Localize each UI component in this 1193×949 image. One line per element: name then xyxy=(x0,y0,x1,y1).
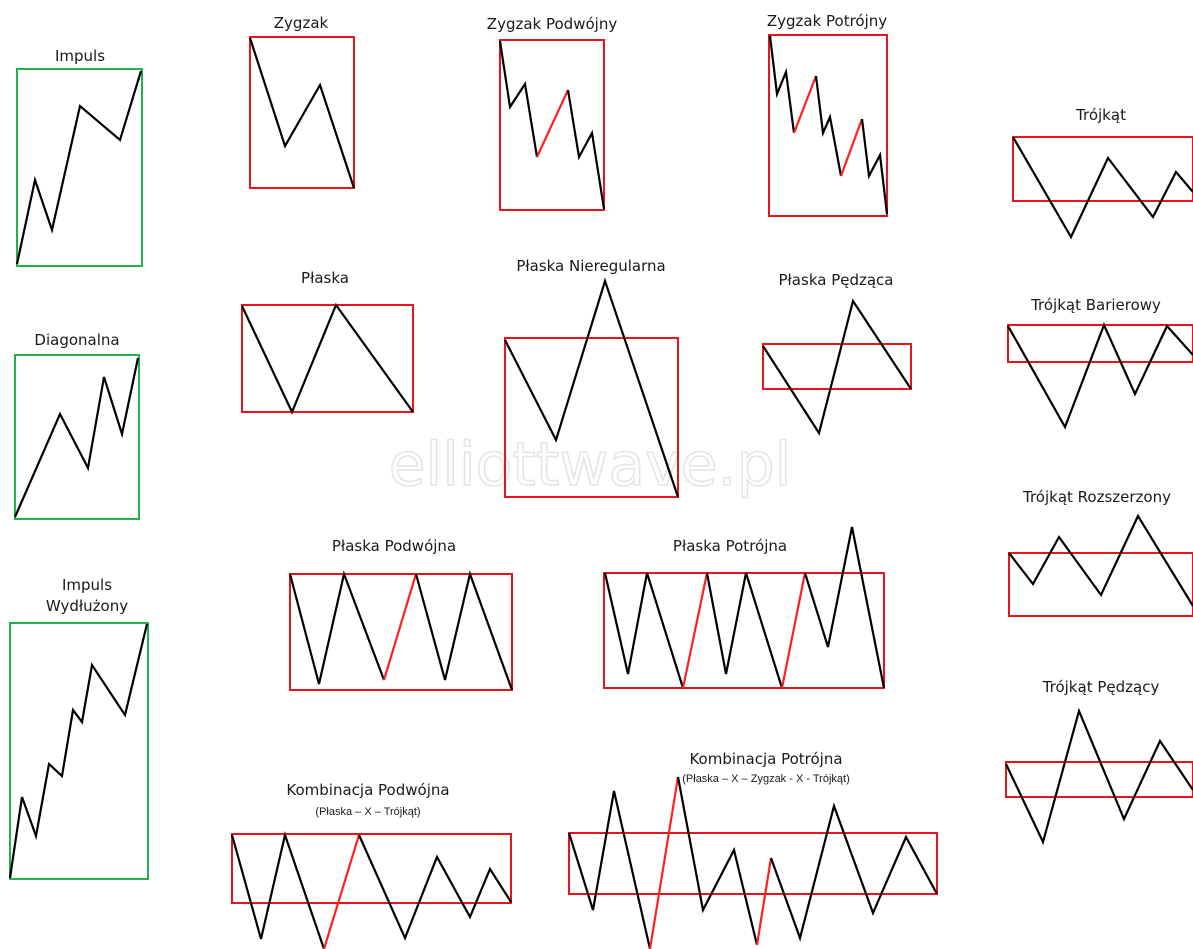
pattern-zygzak-podwojny: Zygzak Podwójny xyxy=(487,15,618,211)
pattern-impuls-wydluzony: Impuls Wydłużony xyxy=(8,576,149,880)
wave-line xyxy=(13,357,140,518)
connector-wave-x xyxy=(648,776,680,949)
wave-line xyxy=(603,572,685,689)
corrective-pattern-box xyxy=(289,573,513,691)
corrective-pattern-box xyxy=(1008,552,1193,617)
pattern-plaska-podwojna: Płaska Podwójna xyxy=(288,537,514,691)
pattern-plaska-pedzaca: Płaska Pędząca xyxy=(762,271,912,436)
motive-pattern-box xyxy=(16,68,143,267)
connector-wave-x xyxy=(755,857,773,946)
pattern-plaska-potrojna: Płaska Potrójna xyxy=(603,526,886,689)
wave-line xyxy=(288,570,386,685)
connector-wave-x xyxy=(681,572,709,689)
corrective-pattern-box xyxy=(499,39,605,211)
pattern-title: Płaska Podwójna xyxy=(332,537,456,555)
wave-line xyxy=(414,570,514,691)
wave-line xyxy=(769,802,938,942)
motive-pattern-box xyxy=(9,622,149,880)
wave-line xyxy=(230,830,326,949)
wave-line xyxy=(248,37,356,189)
pattern-zygzak-potrojny: Zygzak Potrójny xyxy=(767,12,889,217)
connector-wave-x xyxy=(780,572,807,689)
wave-line xyxy=(241,302,414,415)
connector-wave-x xyxy=(382,573,418,681)
pattern-diagonalna: Diagonalna xyxy=(13,331,140,520)
pattern-title: Diagonalna xyxy=(34,331,119,349)
wave-line xyxy=(1005,707,1193,846)
wave-line xyxy=(567,790,652,949)
wave-line xyxy=(803,526,886,689)
wave-line xyxy=(357,834,512,941)
watermark-text: elliottwave.pl xyxy=(389,430,792,500)
pattern-plaska: Płaska xyxy=(241,269,414,415)
pattern-title: Trójkąt Pędzący xyxy=(1042,678,1160,696)
corrective-pattern-box xyxy=(241,304,414,413)
pattern-kombinacja-potrojna: Kombinacja Potrójna (Płaska – X – Zygzak … xyxy=(567,750,938,949)
pattern-title: Zygzak Podwójny xyxy=(487,15,618,33)
pattern-title: Wydłużony xyxy=(46,597,128,615)
corrective-pattern-box xyxy=(1005,761,1193,798)
pattern-title: Zygzak xyxy=(274,14,329,32)
pattern-plaska-nieregularna: Płaska Nieregularna xyxy=(504,257,680,498)
wave-line xyxy=(1008,513,1193,607)
corrective-pattern-box xyxy=(1012,136,1193,202)
pattern-title: Impuls xyxy=(55,47,105,65)
wave-line xyxy=(15,70,143,265)
wave-line xyxy=(1007,322,1193,430)
motive-pattern-box xyxy=(14,354,140,520)
pattern-kombinacja-podwojna: Kombinacja Podwójna (Płaska – X – Trójkąt… xyxy=(230,781,512,949)
wave-line xyxy=(498,40,539,158)
connector-wave-x xyxy=(322,834,361,949)
corrective-pattern-box xyxy=(231,833,512,904)
pattern-title: Płaska Potrójna xyxy=(673,537,787,555)
wave-line xyxy=(566,89,606,210)
pattern-title: Płaska Pędząca xyxy=(779,271,894,289)
pattern-title: Kombinacja Podwójna xyxy=(286,781,449,799)
wave-line xyxy=(1012,136,1193,240)
wave-line xyxy=(860,118,889,215)
pattern-title: Płaska Nieregularna xyxy=(516,257,665,275)
pattern-title: Płaska xyxy=(301,269,349,287)
pattern-subtitle: (Płaska – X – Trójkąt) xyxy=(315,806,420,818)
pattern-impuls: Impuls xyxy=(15,47,143,267)
pattern-title: Trójkąt xyxy=(1075,106,1126,124)
pattern-trojkat-barierowy: Trójkąt Barierowy xyxy=(1007,296,1193,430)
connector-wave-x xyxy=(536,89,569,158)
pattern-trojkat-pedzacy: Trójkąt Pędzący xyxy=(1005,678,1193,846)
corrective-pattern-box xyxy=(762,343,912,390)
corrective-pattern-box xyxy=(603,572,885,689)
wave-line xyxy=(504,277,680,498)
pattern-title: Kombinacja Potrójna xyxy=(689,750,842,768)
pattern-subtitle: (Płaska – X – Zygzak - X - Trójkąt) xyxy=(682,773,850,785)
wave-line xyxy=(676,776,759,946)
corrective-pattern-box xyxy=(249,36,355,189)
connector-wave-x xyxy=(792,75,818,134)
wave-line xyxy=(814,75,843,177)
connector-wave-x xyxy=(839,118,864,177)
pattern-zygzak: Zygzak xyxy=(248,14,356,189)
wave-line xyxy=(768,35,796,134)
corrective-pattern-box xyxy=(504,337,679,498)
wave-line xyxy=(8,623,149,879)
corrective-pattern-box xyxy=(1007,324,1193,363)
pattern-title: Zygzak Potrójny xyxy=(767,12,887,30)
pattern-title: Trójkąt Barierowy xyxy=(1030,296,1161,314)
pattern-trojkat: Trójkąt xyxy=(1012,106,1193,240)
pattern-trojkat-rozszerzony: Trójkąt Rozszerzony xyxy=(1008,488,1193,617)
corrective-pattern-box xyxy=(768,34,888,217)
pattern-title: Trójkąt Rozszerzony xyxy=(1022,488,1171,506)
wave-line xyxy=(705,572,784,689)
wave-line xyxy=(762,298,912,436)
pattern-title: Impuls xyxy=(62,576,112,594)
corrective-pattern-box xyxy=(568,832,938,895)
